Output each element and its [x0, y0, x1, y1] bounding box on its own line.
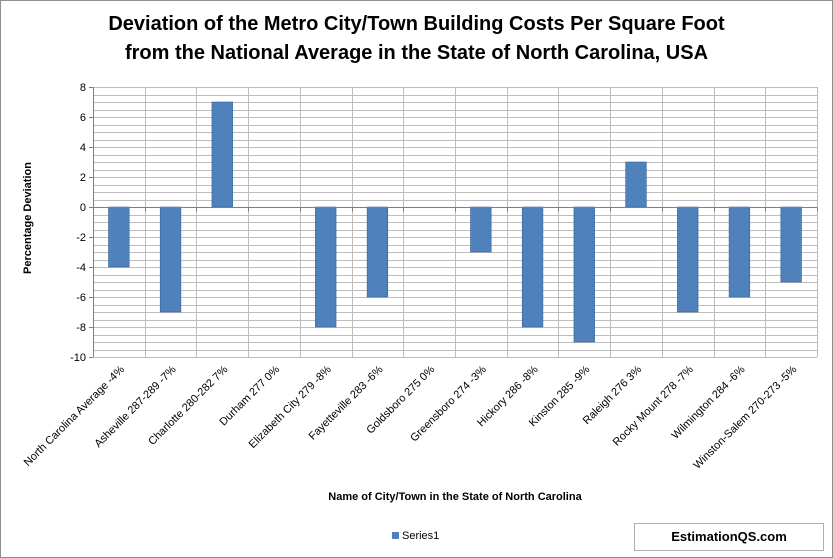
bar [211, 101, 233, 208]
y-tick-label: -2 [76, 232, 86, 244]
bar [366, 206, 389, 298]
legend-label-series1: Series1 [402, 530, 440, 542]
bar [780, 206, 802, 283]
bar [108, 206, 130, 268]
bar [470, 206, 492, 253]
y-tick-label: -4 [76, 262, 86, 274]
x-tick-label: Winston-Salem 270-273 -5% [691, 363, 799, 471]
y-tick-label: 6 [80, 112, 86, 124]
chart-title-line-2: from the National Average in the State o… [124, 42, 709, 64]
y-tick-label: 4 [80, 142, 86, 154]
watermark-badge: EstimationQS.com [634, 523, 824, 551]
bar [728, 206, 751, 298]
bar [677, 206, 699, 313]
legend: Series1 [392, 530, 439, 542]
x-tick-labels: North Carolina Average -4%Asheville 287-… [22, 363, 800, 471]
bar [159, 206, 182, 313]
x-tick-label: North Carolina Average -4% [22, 363, 127, 468]
axes [89, 87, 818, 358]
y-tick-label: 2 [80, 172, 86, 184]
y-tick-label: -8 [76, 322, 86, 334]
bar [573, 206, 595, 343]
x-axis-label: Name of City/Town in the State of North … [328, 491, 582, 503]
y-tick-label: -10 [70, 352, 86, 364]
y-tick-labels: 8 6 4 2 0 -2 -4 -6 -8 -10 [70, 82, 86, 364]
legend-swatch-series1 [392, 532, 399, 539]
bars [108, 101, 802, 343]
bar [521, 206, 544, 328]
y-tick-label: 0 [80, 202, 86, 214]
chart-title-line-1: Deviation of the Metro City/Town Buildin… [108, 13, 725, 35]
y-tick-label: 8 [80, 82, 86, 94]
gridlines [93, 87, 818, 358]
y-tick-label: -6 [76, 292, 86, 304]
chart-title: Deviation of the Metro City/Town Buildin… [0, 10, 833, 68]
bar [625, 161, 647, 208]
bar [315, 206, 337, 328]
